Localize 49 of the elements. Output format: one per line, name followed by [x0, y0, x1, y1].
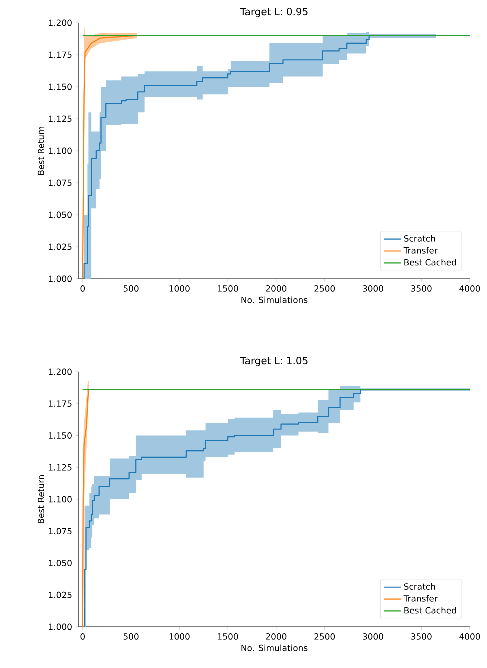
- x-tick-label: 2000: [266, 286, 287, 292]
- x-tick-label: 2500: [314, 286, 336, 292]
- legend-label: Transfer: [404, 595, 438, 602]
- y-tick-label: 1.125: [49, 116, 72, 122]
- y-tick-label: 1.050: [49, 212, 72, 218]
- y-tick-label: 1.175: [49, 400, 72, 408]
- y-tick-label: 1.175: [49, 52, 72, 58]
- chart-title: Target L: 0.95: [240, 8, 308, 18]
- x-tick-label: 2000: [266, 634, 287, 640]
- y-tick-label: 1.150: [49, 432, 72, 439]
- legend-label: Best Cached: [404, 607, 456, 614]
- y-tick-label: 1.100: [49, 496, 72, 503]
- y-tick-label: 1.075: [49, 180, 72, 186]
- x-tick-label: 0: [80, 634, 86, 640]
- x-tick-label: 1000: [170, 634, 190, 640]
- y-tick-label: 1.000: [49, 624, 72, 630]
- y-axis-title: Best Return: [38, 126, 44, 175]
- x-tick-label: 4000: [460, 634, 480, 640]
- x-tick-label: 4000: [460, 286, 480, 292]
- x-tick-label: 500: [124, 634, 139, 640]
- legend-label: Transfer: [404, 247, 438, 254]
- x-axis-title: No. Simulations: [242, 296, 308, 304]
- x-tick-label: 2500: [314, 634, 336, 640]
- y-tick-label: 1.050: [49, 560, 72, 566]
- x-tick-label: 1000: [170, 286, 190, 292]
- legend-label: Scratch: [404, 583, 436, 590]
- y-tick-label: 1.200: [49, 368, 72, 376]
- legend-label: Best Cached: [404, 259, 456, 266]
- y-tick-label: 1.200: [49, 20, 72, 26]
- x-tick-label: 1500: [218, 634, 238, 640]
- x-tick-label: 3500: [411, 286, 432, 292]
- x-axis-title: No. Simulations: [242, 644, 308, 652]
- y-tick-label: 1.075: [49, 528, 72, 535]
- y-tick-label: 1.100: [49, 148, 72, 154]
- chart-title: Target L: 1.05: [240, 357, 308, 367]
- y-tick-label: 1.125: [49, 464, 72, 471]
- x-tick-label: 0: [80, 286, 86, 292]
- y-tick-label: 1.025: [49, 244, 72, 250]
- y-tick-label: 1.150: [49, 84, 72, 90]
- y-tick-label: 1.025: [49, 592, 72, 598]
- x-tick-label: 3500: [411, 634, 432, 640]
- x-tick-label: 1500: [218, 286, 238, 292]
- x-tick-label: 500: [124, 286, 139, 292]
- legend-label: Scratch: [404, 235, 436, 242]
- y-tick-label: 1.000: [49, 276, 72, 282]
- line-series: [82, 389, 90, 628]
- x-tick-label: 3000: [363, 286, 384, 292]
- y-axis-title: Best Return: [38, 475, 44, 524]
- x-tick-label: 3000: [363, 634, 384, 640]
